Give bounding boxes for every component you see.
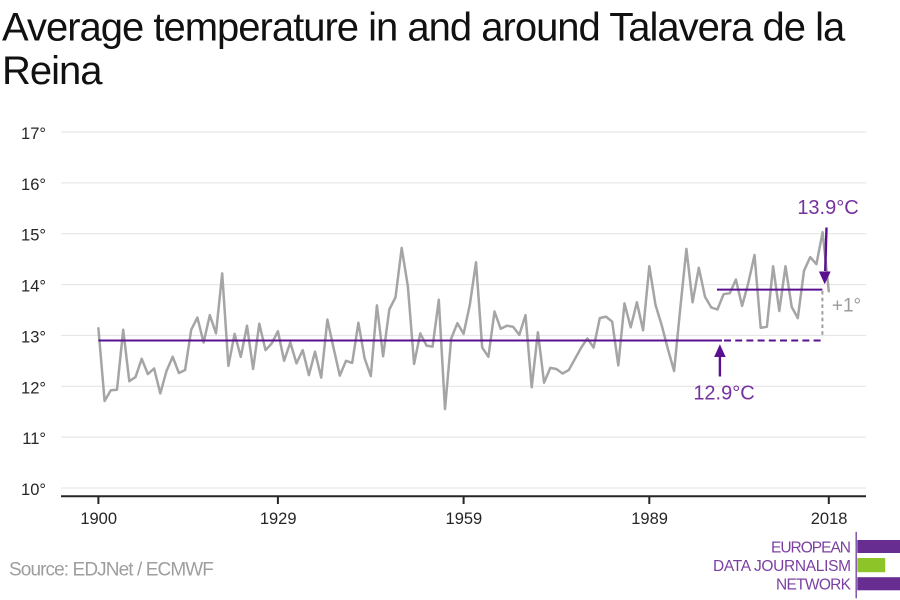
svg-text:17°: 17°: [21, 125, 46, 143]
svg-text:2018: 2018: [811, 510, 848, 528]
svg-text:13.9°C: 13.9°C: [797, 197, 858, 219]
svg-text:12°: 12°: [21, 379, 46, 397]
svg-text:13°: 13°: [21, 328, 46, 346]
svg-text:15°: 15°: [21, 227, 46, 245]
svg-text:+1°: +1°: [832, 296, 861, 317]
svg-text:11°: 11°: [22, 430, 46, 448]
svg-text:EUROPEAN: EUROPEAN: [771, 540, 851, 557]
svg-text:1900: 1900: [80, 510, 117, 528]
svg-text:1959: 1959: [446, 510, 483, 528]
svg-text:12.9°C: 12.9°C: [693, 383, 754, 405]
svg-text:16°: 16°: [21, 176, 46, 194]
svg-text:14°: 14°: [21, 278, 46, 296]
svg-text:NETWORK: NETWORK: [776, 577, 852, 594]
svg-text:Average temperature in and aro: Average temperature in and around Talave…: [2, 6, 846, 50]
svg-text:DATA JOURNALISM: DATA JOURNALISM: [713, 558, 851, 575]
svg-text:Source: EDJNet / ECMWF: Source: EDJNet / ECMWF: [9, 560, 213, 581]
svg-text:Reina: Reina: [2, 49, 103, 93]
svg-text:10°: 10°: [21, 481, 46, 499]
svg-text:1989: 1989: [631, 510, 668, 528]
svg-text:1929: 1929: [260, 510, 297, 528]
